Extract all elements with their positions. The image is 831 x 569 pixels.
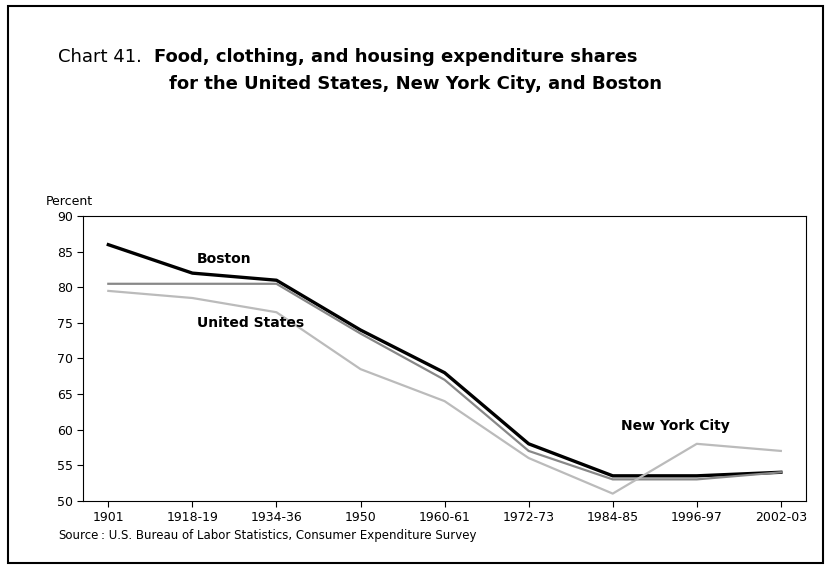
Text: New York City: New York City — [621, 419, 730, 433]
Text: for the United States, New York City, and Boston: for the United States, New York City, an… — [169, 75, 662, 93]
Text: Boston: Boston — [197, 252, 251, 266]
Text: United States: United States — [197, 316, 303, 330]
Text: Chart 41.: Chart 41. — [58, 48, 148, 67]
Text: Percent: Percent — [46, 195, 93, 208]
Text: Food, clothing, and housing expenditure shares: Food, clothing, and housing expenditure … — [154, 48, 637, 67]
Text: : U.S. Bureau of Labor Statistics, Consumer Expenditure Survey: : U.S. Bureau of Labor Statistics, Consu… — [101, 529, 477, 542]
Text: Source: Source — [58, 529, 99, 542]
